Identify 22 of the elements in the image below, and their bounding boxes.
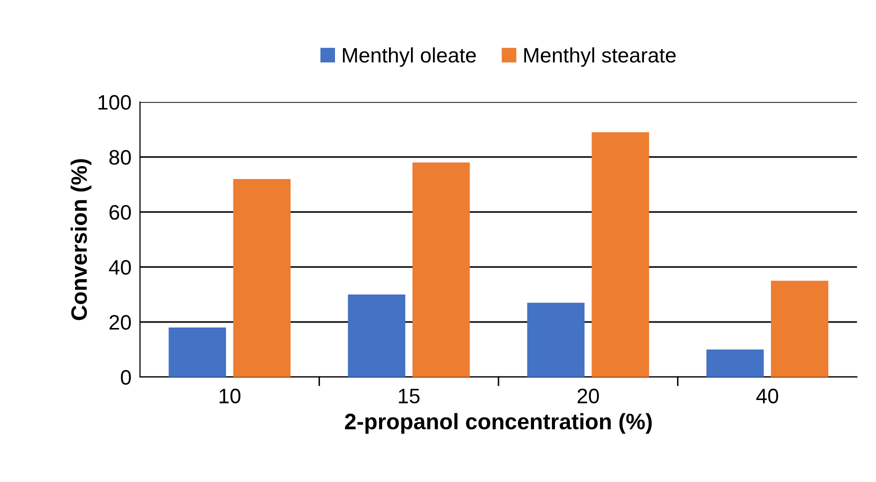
y-tick-label: 20 [110,315,131,330]
y-tick-label: 60 [110,205,131,220]
x-tick-label: 20 [578,388,599,404]
bar [412,162,470,377]
x-tick-label: 40 [756,388,778,404]
y-tick-label: 100 [98,95,131,110]
x-axis-title: 2-propanol concentration (%) [344,413,652,434]
bar [592,132,650,377]
legend-label: Menthyl oleate [342,47,476,67]
bar [527,302,585,377]
bar [706,350,764,377]
bar [770,280,828,377]
x-tick-label: 10 [220,388,240,404]
y-tick-label: 0 [120,370,131,385]
y-axis-title: Conversion (%) [70,159,92,320]
legend-label: Menthyl stearate [524,47,676,67]
bar [233,179,291,377]
x-tick-label: 15 [398,388,420,404]
y-tick-label: 40 [108,260,131,275]
y-tick-label: 80 [109,150,131,165]
bar [348,294,406,377]
bar [168,328,226,377]
